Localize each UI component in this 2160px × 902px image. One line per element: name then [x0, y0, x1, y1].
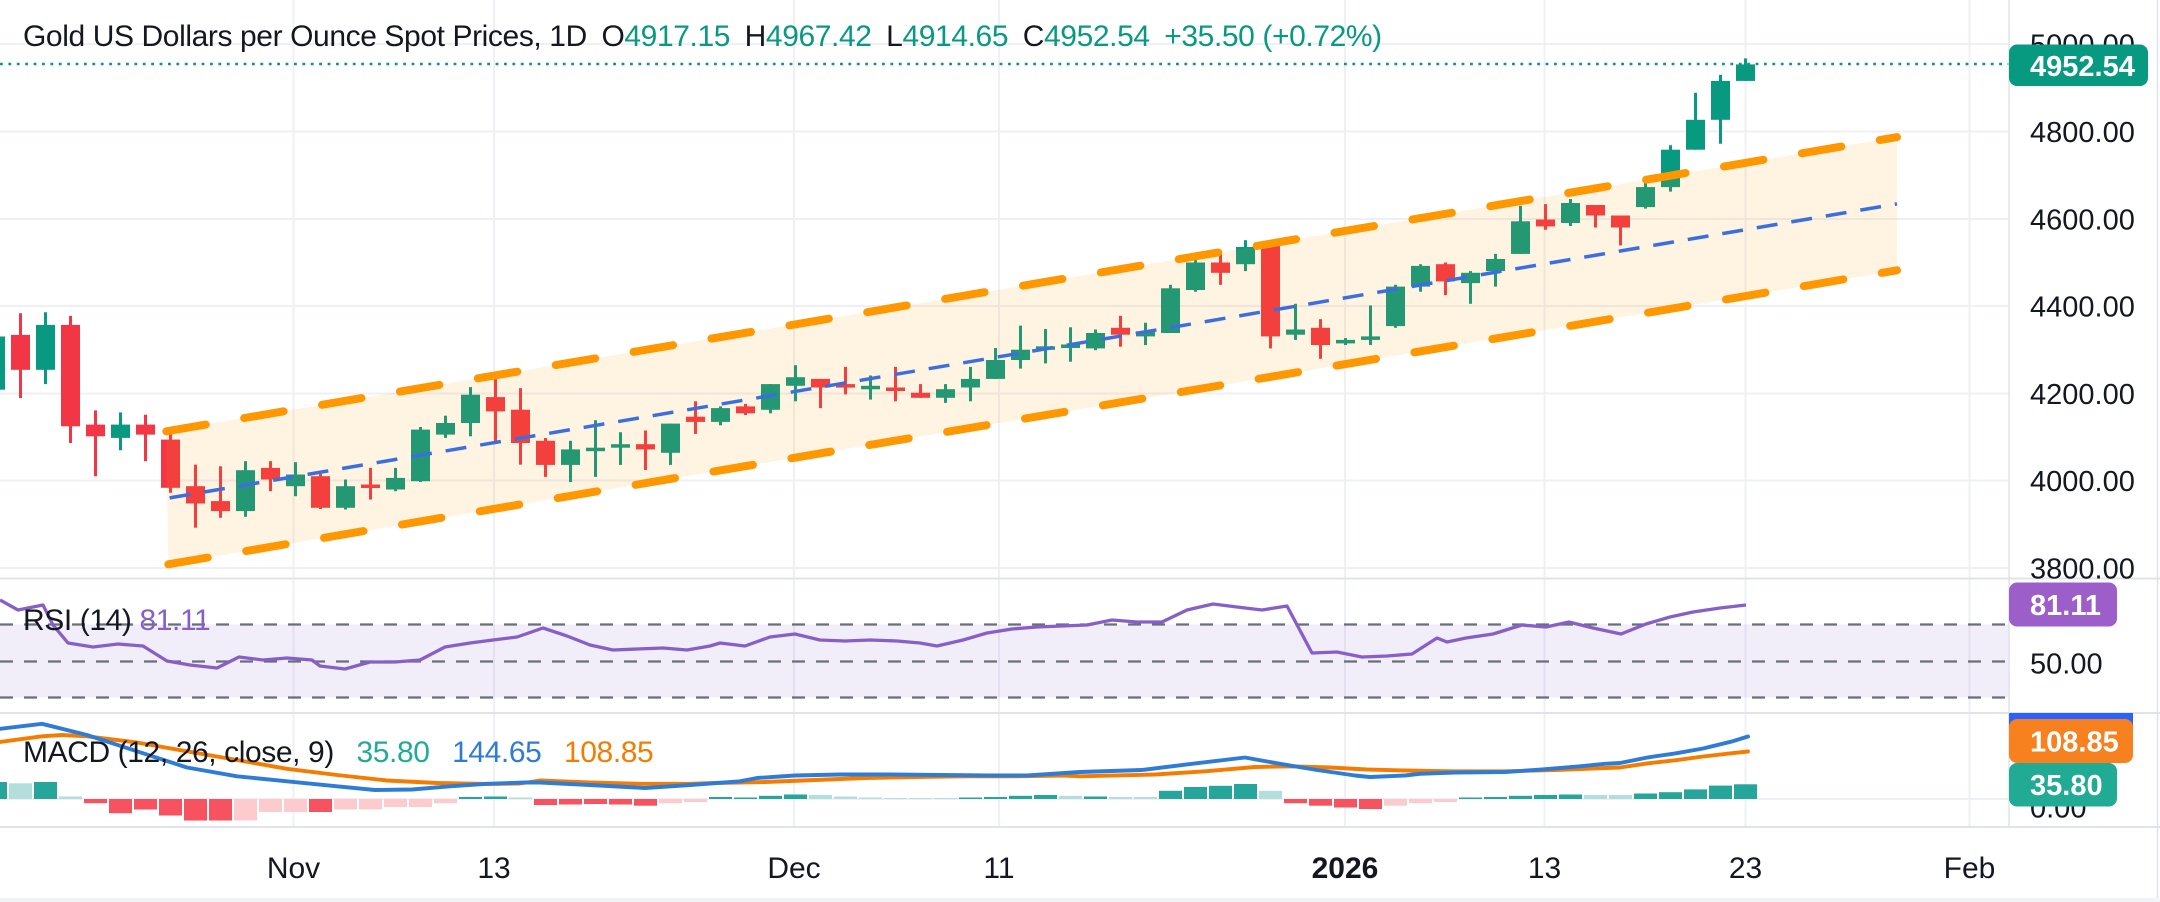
- svg-text:13: 13: [477, 852, 510, 885]
- svg-text:4000.00: 4000.00: [2030, 466, 2135, 498]
- svg-text:35.80: 35.80: [2030, 770, 2103, 802]
- svg-text:2026: 2026: [1312, 852, 1379, 885]
- svg-text:3800.00: 3800.00: [2030, 554, 2135, 586]
- svg-text:Gold US Dollars per Ounce Spot: Gold US Dollars per Ounce Spot Prices, 1…: [23, 20, 1382, 53]
- svg-text:4200.00: 4200.00: [2030, 379, 2135, 411]
- svg-text:4952.54: 4952.54: [2030, 51, 2135, 83]
- svg-text:108.85: 108.85: [2030, 727, 2119, 759]
- svg-text:50.00: 50.00: [2030, 649, 2103, 681]
- svg-text:4600.00: 4600.00: [2030, 205, 2135, 237]
- svg-text:Feb: Feb: [1944, 852, 1996, 885]
- svg-text:4400.00: 4400.00: [2030, 292, 2135, 324]
- svg-text:MACD (12, 26, close, 9) 35.80: MACD (12, 26, close, 9) 35.80 144.65 108…: [23, 736, 653, 769]
- svg-text:Dec: Dec: [767, 852, 820, 885]
- svg-text:Nov: Nov: [267, 852, 320, 885]
- svg-text:13: 13: [1528, 852, 1561, 885]
- svg-text:11: 11: [983, 852, 1014, 885]
- svg-text:4800.00: 4800.00: [2030, 117, 2135, 149]
- svg-text:23: 23: [1729, 852, 1762, 885]
- svg-text:RSI (14) 81.11: RSI (14) 81.11: [23, 604, 210, 637]
- svg-text:81.11: 81.11: [2030, 590, 2101, 622]
